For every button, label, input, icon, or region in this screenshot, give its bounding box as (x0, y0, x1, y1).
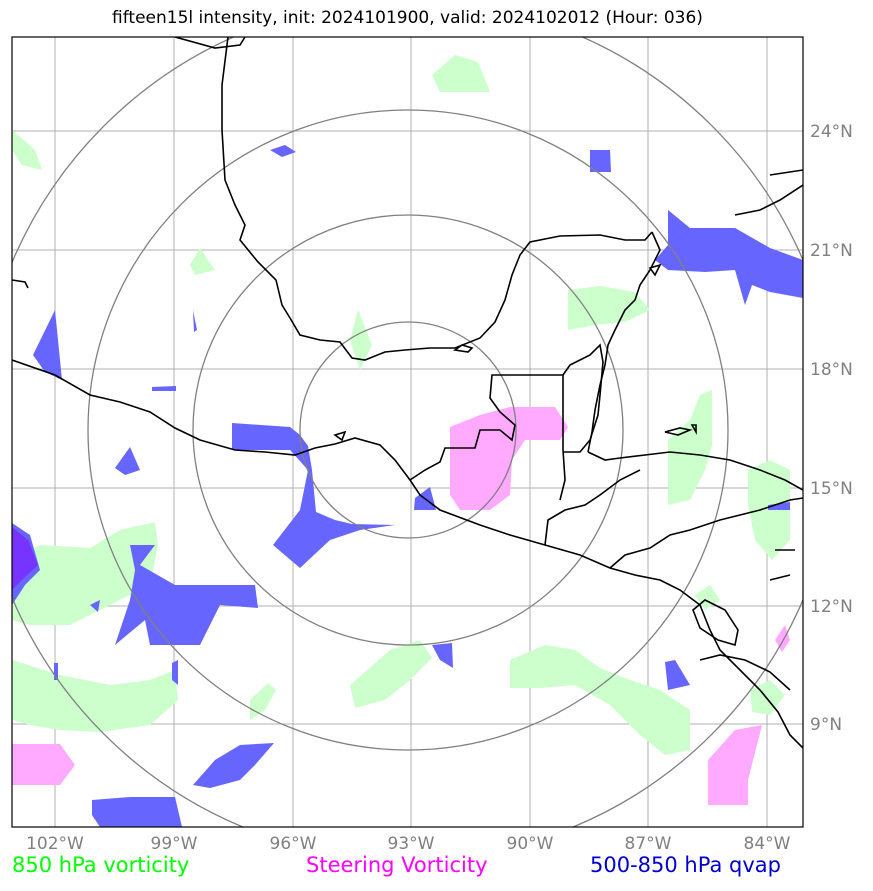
legend-qvap: 500-850 hPa qvap (590, 853, 781, 877)
lat-tick-label: 9°N (810, 715, 842, 735)
lat-tick-label: 12°N (810, 597, 853, 617)
lon-tick-label: 93°W (388, 834, 435, 854)
lon-tick-label: 99°W (151, 834, 198, 854)
overlap-patch (12, 527, 38, 590)
lon-tick-label: 84°W (744, 834, 791, 854)
lat-tick-label: 18°N (810, 360, 853, 380)
plot-frame (11, 36, 804, 828)
lon-tick-label: 87°W (625, 834, 672, 854)
qvap-500-850-field (12, 145, 803, 827)
lon-tick-label: 90°W (507, 834, 554, 854)
lon-tick-label: 102°W (26, 834, 84, 854)
lat-tick-label: 21°N (810, 241, 853, 261)
longitude-tick-labels: 102°W 99°W 96°W 93°W 90°W 87°W 84°W (26, 834, 791, 854)
latitude-tick-labels: 24°N 21°N 18°N 15°N 12°N 9°N (810, 122, 853, 735)
vorticity-850-field (12, 55, 790, 755)
lat-tick-label: 24°N (810, 122, 853, 142)
legend-steering-vorticity: Steering Vorticity (306, 853, 488, 877)
range-rings (12, 37, 803, 827)
map-title: fifteen15l intensity, init: 2024101900, … (112, 8, 703, 28)
coastlines (12, 37, 803, 749)
lon-tick-label: 96°W (270, 834, 317, 854)
lat-tick-label: 15°N (810, 479, 853, 499)
legend-850-vorticity: 850 hPa vorticity (12, 853, 190, 877)
